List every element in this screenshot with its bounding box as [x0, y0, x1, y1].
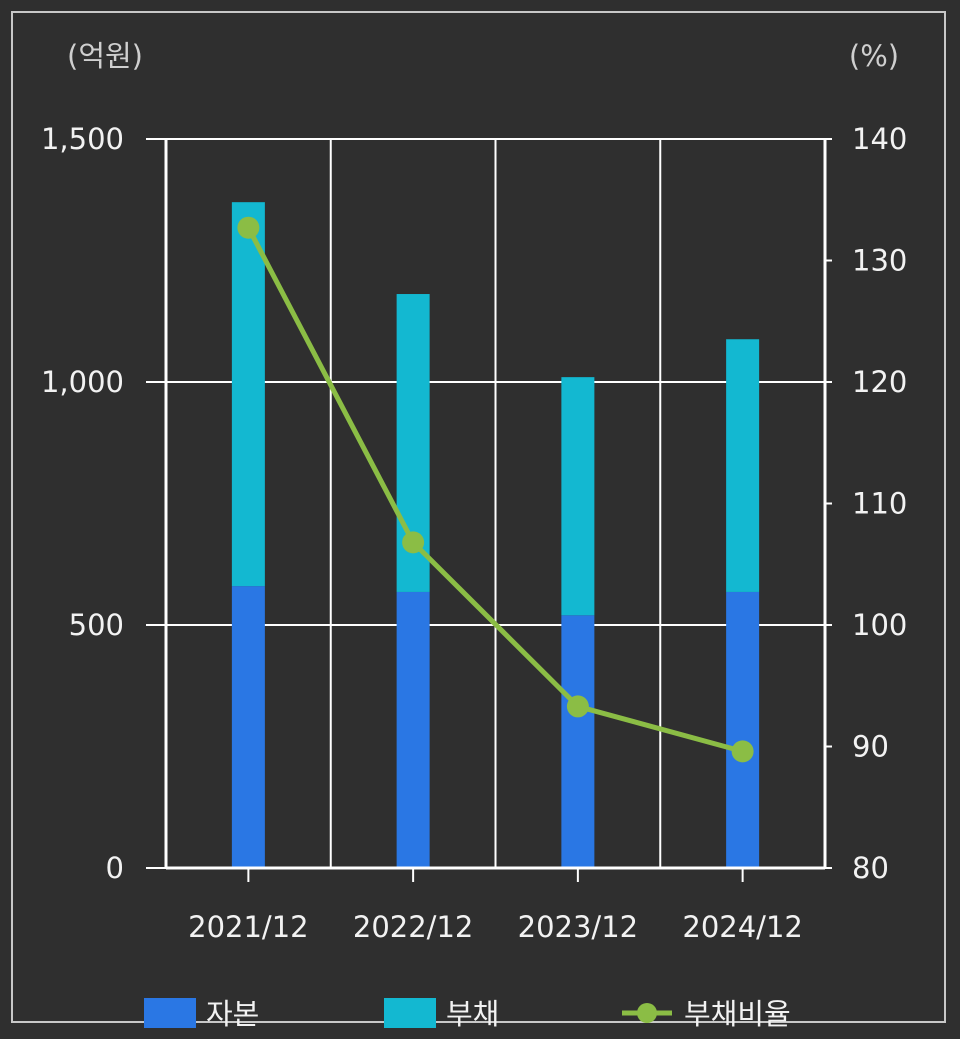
- bar-liabilities: [561, 377, 595, 616]
- right-axis-tick-label: 120: [852, 365, 907, 399]
- debt-ratio-point: [566, 695, 589, 718]
- x-axis-tick-label: 2024/12: [682, 910, 802, 944]
- legend: 자본 부채 부채비율: [144, 997, 791, 1031]
- legend-swatch-liabilities: [384, 998, 436, 1028]
- left-axis-unit: (억원): [67, 39, 143, 73]
- right-axis-tick-label: 130: [852, 244, 907, 278]
- right-axis-tick-label: 110: [852, 487, 907, 521]
- bar-liabilities: [231, 202, 265, 587]
- bar-liabilities: [726, 339, 760, 592]
- left-axis-tick-label: 1,000: [41, 365, 124, 399]
- legend-swatch-equity: [144, 998, 196, 1028]
- right-axis-tick-label: 100: [852, 608, 907, 642]
- debt-ratio-point: [402, 531, 425, 554]
- left-axis-tick-label: 1,500: [41, 122, 124, 156]
- x-axis-tick-label: 2022/12: [353, 910, 473, 944]
- legend-label-equity: 자본: [206, 997, 259, 1031]
- bar-equity: [561, 615, 595, 868]
- bar-equity: [396, 591, 430, 868]
- debt-ratio-point: [731, 740, 754, 763]
- left-axis-tick-label: 0: [106, 851, 124, 885]
- x-axis-tick-label: 2021/12: [188, 910, 308, 944]
- legend-label-liabilities: 부채: [446, 997, 499, 1031]
- right-axis-tick-label: 90: [852, 730, 889, 764]
- bar-equity: [726, 591, 760, 868]
- right-axis-unit: (%): [849, 39, 899, 73]
- debt-ratio-line: [246, 226, 744, 754]
- chart-frame: [11, 11, 946, 1023]
- legend-label-debt-ratio: 부채비율: [684, 997, 791, 1031]
- x-axis-tick-label: 2023/12: [518, 910, 638, 944]
- left-axis-tick-label: 500: [69, 608, 124, 642]
- debt-ratio-point: [237, 216, 260, 239]
- bar-equity: [231, 586, 265, 868]
- right-axis-tick-label: 140: [852, 122, 907, 156]
- legend-marker-debt-ratio: [637, 1003, 657, 1023]
- right-axis-tick-label: 80: [852, 851, 889, 885]
